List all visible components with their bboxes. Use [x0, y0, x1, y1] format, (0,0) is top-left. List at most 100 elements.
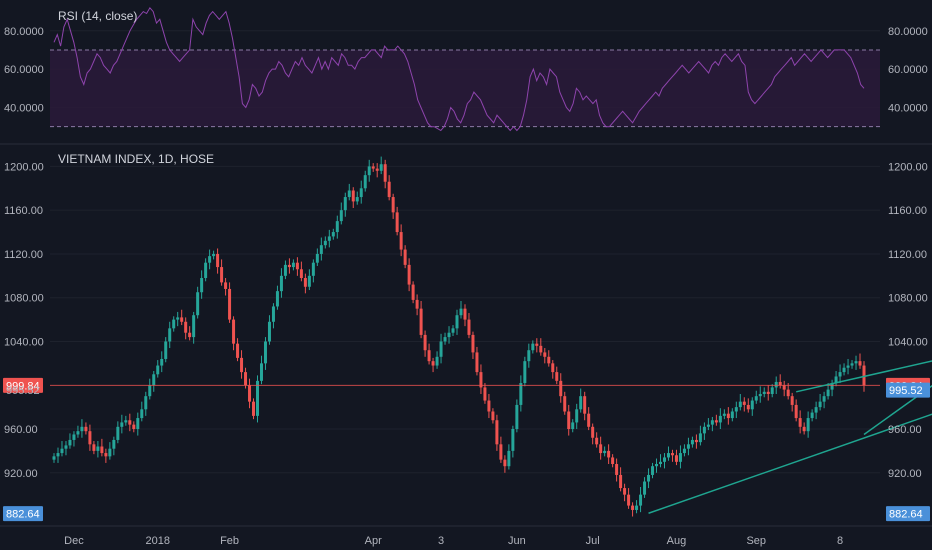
candle-body [615, 464, 619, 475]
candle-body [643, 481, 647, 495]
candle-body [76, 431, 80, 435]
price-y-tick-right[interactable]: 1120.00 [888, 249, 927, 261]
candle-body [734, 407, 738, 412]
candle-body [603, 450, 607, 454]
price-y-tick-right[interactable]: 1040.00 [888, 336, 928, 348]
candle-body [92, 444, 96, 451]
candle-body [224, 282, 228, 289]
time-axis[interactable]: Dec 2018 Feb Apr 3 Jun Jul Aug Sep 8 [0, 525, 932, 547]
price-y-tick-left: 920.00 [4, 468, 38, 480]
candle-body [838, 372, 842, 377]
candle-body [180, 317, 184, 322]
right-level-mid-label: 995.52 [889, 385, 923, 397]
trendline-lower-channel[interactable] [648, 396, 932, 514]
candle-body [607, 450, 611, 458]
price-y-axis-right[interactable]: 1200.00 1160.00 1120.00 1080.00 1040.00 960.0… [888, 161, 928, 479]
price-y-tick-right[interactable]: 1160.00 [888, 205, 927, 217]
left-last-price-tag: 999.84 [3, 377, 43, 393]
candle-body [315, 253, 319, 263]
candle-body [726, 413, 730, 419]
time-tick-label: Jul [586, 535, 600, 547]
candle-body [662, 457, 666, 462]
candle-body [698, 433, 702, 443]
price-y-tick-right[interactable]: 960.00 [888, 424, 922, 436]
candle-body [176, 317, 180, 320]
left-low-label: 882.64 [6, 509, 40, 521]
rsi-y-tick-left: 60.0000 [4, 64, 44, 76]
candle-body [591, 426, 595, 438]
candle-body [168, 328, 172, 342]
candle-body [846, 365, 850, 368]
candle-body [80, 426, 84, 432]
rsi-y-tick-right[interactable]: 40.0000 [888, 102, 928, 114]
price-y-tick-right[interactable]: 1200.00 [888, 161, 928, 173]
candle-body [220, 267, 224, 283]
candle-body [487, 400, 491, 412]
candle-body [291, 262, 295, 268]
rsi-series-line [53, 6, 865, 132]
candle-body [228, 288, 232, 320]
rsi-y-axis-right[interactable]: 80.0000 60.0000 40.0000 [888, 26, 928, 115]
price-y-tick-left: 1160.00 [4, 205, 43, 217]
candle-body [379, 164, 383, 171]
candle-body [244, 372, 248, 386]
candle-body [802, 426, 806, 432]
candle-body [806, 418, 810, 432]
time-tick-label: Sep [746, 535, 766, 547]
candle-body [132, 424, 136, 429]
price-y-tick-right[interactable]: 1080.00 [888, 293, 928, 305]
candle-body [172, 319, 176, 329]
candle-body [140, 409, 144, 419]
candle-body [204, 262, 208, 279]
candle-body [507, 450, 511, 467]
candle-body [84, 426, 88, 432]
price-y-axis-left: 1200.00 1160.00 1120.00 1080.00 1040.00 960.0… [4, 161, 44, 479]
time-tick-label: 2018 [146, 535, 170, 547]
rsi-y-tick-right[interactable]: 80.0000 [888, 26, 928, 38]
candle-body [279, 275, 283, 292]
time-tick-label: Apr [365, 535, 382, 547]
left-last-price-label: 999.84 [6, 380, 40, 392]
candle-body [144, 396, 148, 410]
price-y-tick-left: 1200.00 [4, 161, 44, 173]
rsi-pane[interactable]: RSI (14, close) 80.0000 60.0000 40.0000 80… [4, 6, 928, 132]
candle-body [762, 391, 766, 394]
candle-body [435, 356, 439, 366]
candle-body [655, 464, 659, 467]
candle-body [104, 453, 108, 457]
candle-body [814, 407, 818, 413]
candle-body [479, 372, 483, 388]
price-pane[interactable]: VIETNAM INDEX, 1D, HOSE 1200.00 1160.00 11… [3, 152, 932, 522]
candle-body [718, 415, 722, 423]
candle-body [475, 352, 479, 373]
candle-body [678, 453, 682, 462]
candle-body [595, 437, 599, 445]
candle-body [184, 321, 188, 333]
candle-body [587, 413, 591, 427]
candle-body [575, 409, 579, 423]
candle-body [730, 411, 734, 419]
candle-body [579, 396, 583, 410]
candle-body [766, 391, 770, 394]
candle-body [858, 361, 862, 366]
candle-body [810, 412, 814, 419]
candle-body [383, 164, 387, 182]
candle-body [236, 343, 240, 358]
candle-body [252, 401, 256, 416]
candle-body [411, 284, 415, 300]
candle-body [339, 210, 343, 222]
rsi-y-tick-right[interactable]: 60.0000 [888, 64, 928, 76]
candle-body [347, 190, 351, 198]
rsi-y-axis-left: 80.0000 60.0000 40.0000 [4, 26, 44, 115]
candle-body [611, 457, 615, 465]
candle-body [323, 240, 327, 246]
time-tick-label: Jun [508, 535, 526, 547]
trendline-upper-wedge[interactable] [796, 350, 932, 393]
candle-body [355, 197, 359, 202]
candle-body [423, 334, 427, 351]
candle-body [830, 383, 834, 390]
price-y-tick-right[interactable]: 920.00 [888, 468, 922, 480]
candle-body [559, 380, 563, 397]
candle-body [403, 249, 407, 265]
candle-body [682, 448, 686, 454]
